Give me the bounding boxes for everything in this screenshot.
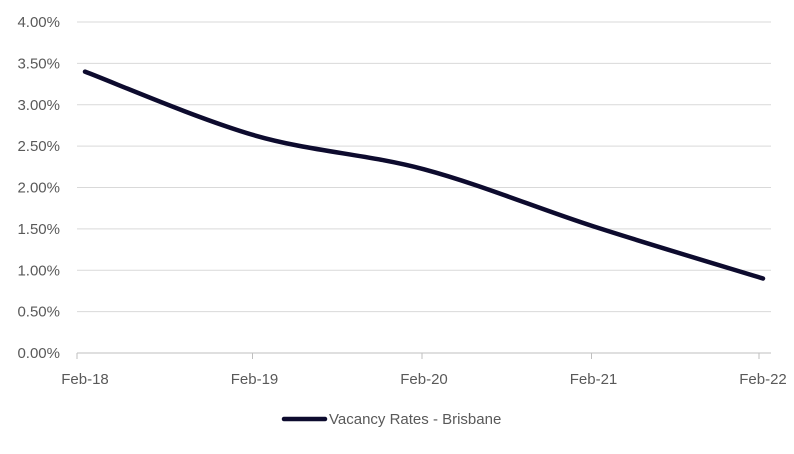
x-tick-label: Feb-21 (570, 371, 618, 388)
x-tick-label: Feb-18 (61, 371, 109, 388)
y-tick-label: 3.50% (17, 55, 60, 72)
y-axis-tick-labels: 0.00% 0.50% 1.00% 1.50% 2.00% 2.50% 3.00% 3.50%… (17, 14, 60, 362)
x-axis (76, 352, 771, 359)
y-tick-label: 0.00% (17, 345, 60, 362)
series-line (82, 69, 766, 281)
y-tick-label: 1.00% (17, 262, 60, 279)
series-lines (82, 69, 766, 281)
x-tick-label: Feb-19 (231, 371, 279, 388)
x-tick-label: Feb-22 (739, 371, 787, 388)
y-tick-label: 4.00% (17, 14, 60, 31)
gridlines (77, 21, 771, 313)
y-tick-label: 2.00% (17, 180, 60, 197)
x-tick-label: Feb-20 (400, 371, 448, 388)
x-axis-tick-labels: Feb-18 Feb-19 Feb-20 Feb-21 Feb-22 (61, 371, 787, 388)
y-tick-label: 3.00% (17, 97, 60, 114)
y-tick-label: 0.50% (17, 304, 60, 321)
y-tick-label: 2.50% (17, 138, 60, 155)
y-tick-label: 1.50% (17, 221, 60, 238)
legend: Vacancy Rates - Brisbane (281, 411, 501, 428)
legend-label: Vacancy Rates - Brisbane (329, 411, 501, 428)
